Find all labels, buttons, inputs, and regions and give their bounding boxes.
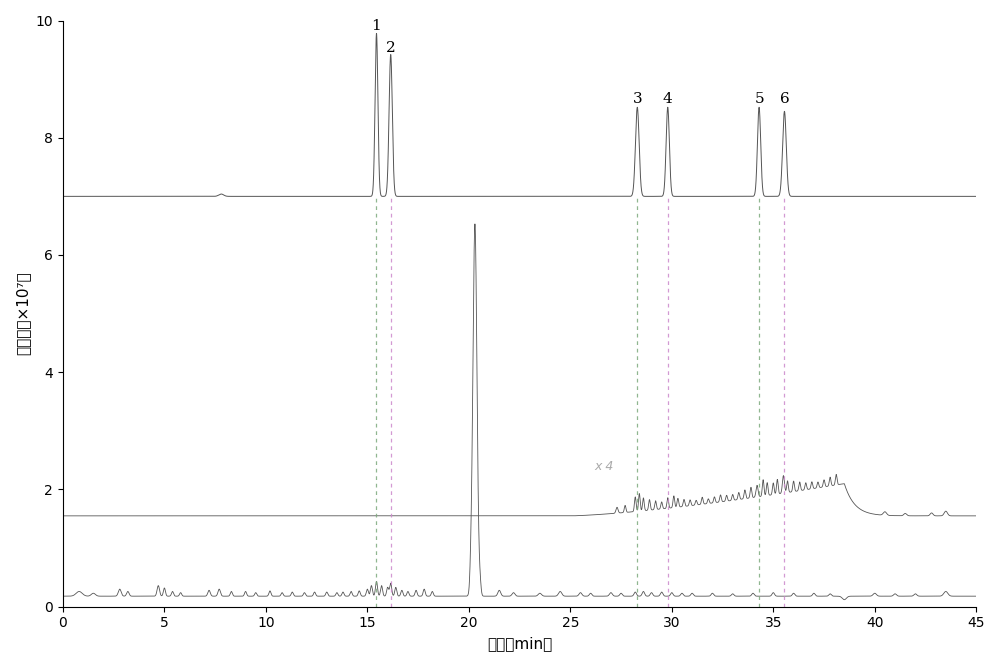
Text: 6: 6 xyxy=(780,91,789,105)
Y-axis label: 响应度（×10⁷）: 响应度（×10⁷） xyxy=(15,272,30,356)
X-axis label: 时间（min）: 时间（min） xyxy=(487,636,552,651)
Text: 3: 3 xyxy=(632,91,642,105)
Text: x 4: x 4 xyxy=(595,460,614,473)
Text: 2: 2 xyxy=(386,41,396,55)
Text: 1: 1 xyxy=(372,19,381,33)
Text: 5: 5 xyxy=(754,91,764,105)
Text: 4: 4 xyxy=(663,91,673,105)
